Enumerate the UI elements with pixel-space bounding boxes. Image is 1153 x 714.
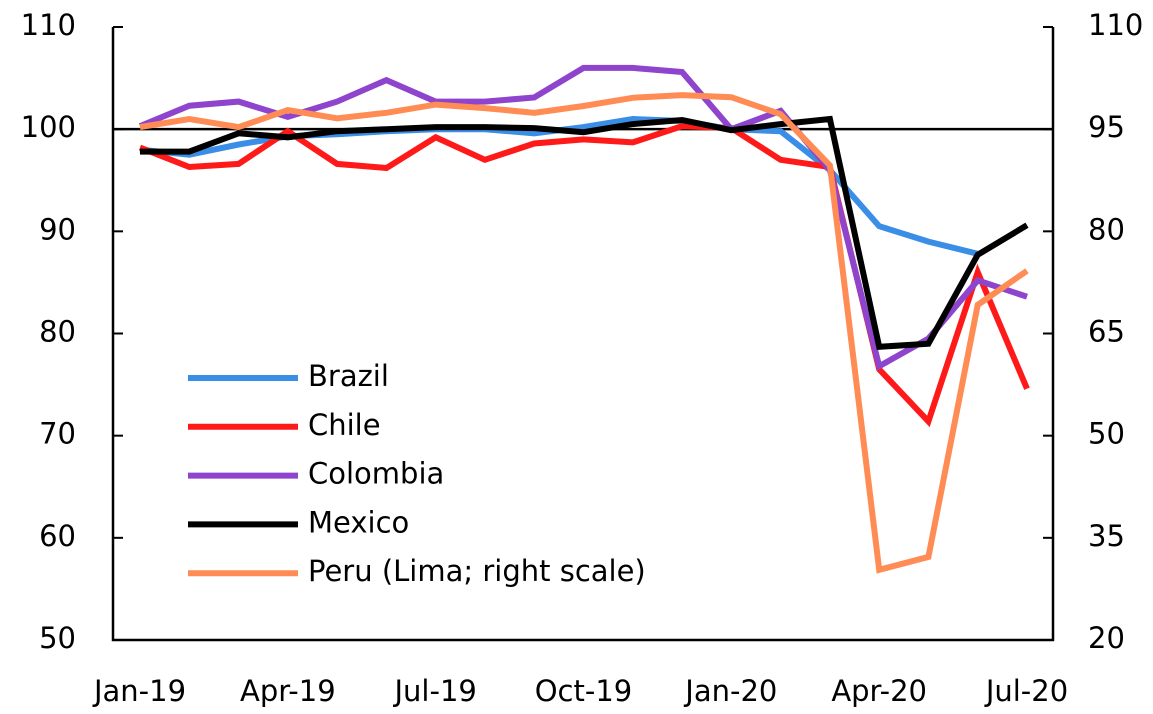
x-tick-label: Apr-20 — [831, 674, 927, 708]
series-line — [139, 92, 1029, 574]
x-tick-label: Jul-20 — [984, 674, 1068, 708]
legend-label: Peru (Lima; right scale) — [308, 554, 646, 588]
legend-label: Chile — [308, 408, 381, 442]
x-tick-label: Jul-19 — [392, 674, 476, 708]
y-tick-label: 60 — [39, 519, 76, 553]
legend-label: Brazil — [308, 359, 389, 393]
y2-tick-label: 35 — [1088, 519, 1125, 553]
y-tick-label: 100 — [21, 110, 76, 144]
y-tick-label: 90 — [39, 212, 76, 246]
y-tick-label: 110 — [21, 8, 76, 42]
x-tick-label: Jan-19 — [92, 674, 186, 708]
legend-label: Colombia — [308, 457, 444, 491]
series-line — [138, 64, 1028, 371]
y-tick-label: 70 — [39, 417, 76, 451]
plot-frame — [111, 27, 1055, 642]
y2-tick-label: 50 — [1088, 417, 1125, 451]
y2-tick-label: 20 — [1088, 621, 1125, 655]
y-tick-label: 50 — [39, 621, 76, 655]
y2-tick-label: 95 — [1088, 110, 1125, 144]
x-tick-label: Apr-19 — [240, 674, 336, 708]
legend-label: Mexico — [308, 505, 409, 539]
x-tick-label: Oct-19 — [535, 674, 633, 708]
y-tick-label: 80 — [39, 315, 76, 349]
y2-tick-label: 110 — [1088, 8, 1143, 42]
series-line — [140, 115, 1029, 350]
y2-tick-label: 80 — [1088, 212, 1125, 246]
x-tick-label: Jan-20 — [683, 674, 777, 708]
y2-tick-label: 65 — [1088, 315, 1125, 349]
